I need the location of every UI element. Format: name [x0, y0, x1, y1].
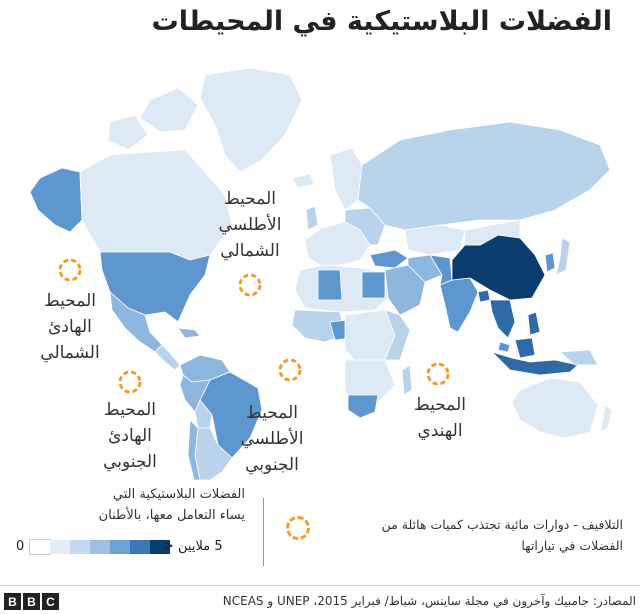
scale-max-label: 5 ملايين <	[163, 539, 223, 554]
region-indochina	[489, 299, 516, 339]
scale-min-label: 0	[16, 539, 25, 554]
region-mongolia	[464, 219, 521, 246]
scale-swatch-5	[130, 540, 150, 554]
gyre-indian-circle	[426, 362, 450, 386]
region-west-africa	[291, 309, 346, 343]
region-alaska	[29, 167, 83, 233]
scale-swatch-4	[110, 540, 130, 554]
ocean-label-line: المحيط	[414, 395, 466, 415]
gyre-legend-line: التلافيف - دوارات مائية تجتذب كميات هائل…	[381, 517, 623, 532]
scale-swatch-0	[29, 539, 51, 555]
ocean-label-line: المحيط	[224, 189, 276, 209]
region-east-africa	[384, 309, 411, 361]
region-india	[439, 277, 479, 333]
region-algeria	[317, 269, 343, 301]
region-new-zealand	[599, 404, 613, 433]
region-iran	[407, 254, 443, 283]
scale-swatch-2	[70, 540, 90, 554]
ocean-label-line: الشمالي	[40, 343, 100, 363]
bbc-logo-letter: B	[4, 593, 21, 610]
ocean-label-north-pacific: المحيط الهادئ الشمالي	[20, 288, 120, 366]
gyre-legend-text: التلافيف - دوارات مائية تجتذب كميات هائل…	[318, 514, 623, 556]
region-greenland	[199, 67, 303, 173]
region-madagascar	[401, 364, 413, 396]
scale-swatch-6	[150, 540, 170, 554]
scale-swatch-3	[90, 540, 110, 554]
region-canada-islands-2	[107, 114, 149, 151]
region-kazakhstan	[404, 224, 466, 256]
ocean-label-line: المحيط	[104, 400, 156, 420]
scale-legend-title: الفضلات البلاستيكية التي يساء التعامل مع…	[10, 484, 245, 526]
legend-divider	[263, 498, 264, 566]
gyre-north-atlantic-circle	[238, 273, 262, 297]
region-malaysia	[497, 341, 511, 353]
scale-legend-title-line: الفضلات البلاستيكية التي	[112, 487, 245, 502]
scale-swatch-1	[50, 540, 70, 554]
ocean-label-line: الهادئ	[108, 426, 152, 446]
region-philippines	[527, 311, 541, 336]
world-map	[29, 67, 613, 480]
region-borneo	[514, 337, 536, 359]
region-bangladesh	[477, 289, 491, 303]
ocean-label-line: المحيط الأطلسي	[240, 403, 304, 449]
ocean-label-line: الشمالي	[220, 241, 280, 261]
gyre-legend-icon	[286, 516, 310, 540]
color-scale	[29, 539, 170, 555]
region-uk	[305, 205, 319, 231]
region-western-europe	[304, 221, 371, 266]
source-text: المصادر: جامبيك وآخرون في مجلة ساينس، شب…	[222, 594, 636, 608]
region-turkey	[369, 249, 409, 269]
region-bolivia	[194, 399, 213, 429]
gyre-legend-line: الفضلات في تياراتها	[521, 538, 623, 553]
ocean-label-south-pacific: المحيط الهادئ الجنوبي	[80, 397, 180, 475]
ocean-label-line: المحيط	[44, 291, 96, 311]
gyre-south-atlantic-circle	[278, 358, 302, 382]
ocean-label-line: الهادئ	[48, 317, 92, 337]
region-japan	[555, 237, 571, 276]
scale-legend-title-line: يساء التعامل معها، بالأطنان	[98, 508, 245, 523]
bbc-logo: B B C	[4, 593, 59, 610]
bbc-logo-letter: B	[23, 593, 40, 610]
gyre-south-pacific-circle	[118, 370, 142, 394]
ocean-label-line: الجنوبي	[245, 455, 299, 475]
region-iceland	[291, 173, 315, 189]
ocean-label-line: الأطلسي	[218, 215, 282, 235]
ocean-label-south-atlantic: المحيط الأطلسي الجنوبي	[212, 400, 332, 478]
ocean-label-north-atlantic: المحيط الأطلسي الشمالي	[200, 186, 300, 264]
region-caribbean	[177, 327, 201, 339]
region-canada-islands	[139, 87, 199, 133]
ocean-label-line: الهندي	[417, 421, 463, 441]
gyre-north-pacific-circle	[58, 258, 82, 282]
bbc-logo-letter: C	[42, 593, 59, 610]
footer-rule	[0, 585, 640, 586]
region-papua	[559, 349, 599, 366]
region-egypt	[361, 271, 386, 299]
region-korea	[544, 252, 556, 273]
region-south-africa	[347, 394, 379, 419]
region-australia	[511, 377, 599, 439]
region-chile	[187, 419, 201, 480]
ocean-label-line: الجنوبي	[103, 452, 157, 472]
map-title: الفضلات البلاستيكية في المحيطات	[151, 6, 612, 37]
region-scandinavia	[329, 147, 363, 211]
region-central-america	[154, 344, 181, 371]
ocean-label-indian: المحيط الهندي	[390, 392, 490, 444]
region-russia	[357, 121, 611, 231]
